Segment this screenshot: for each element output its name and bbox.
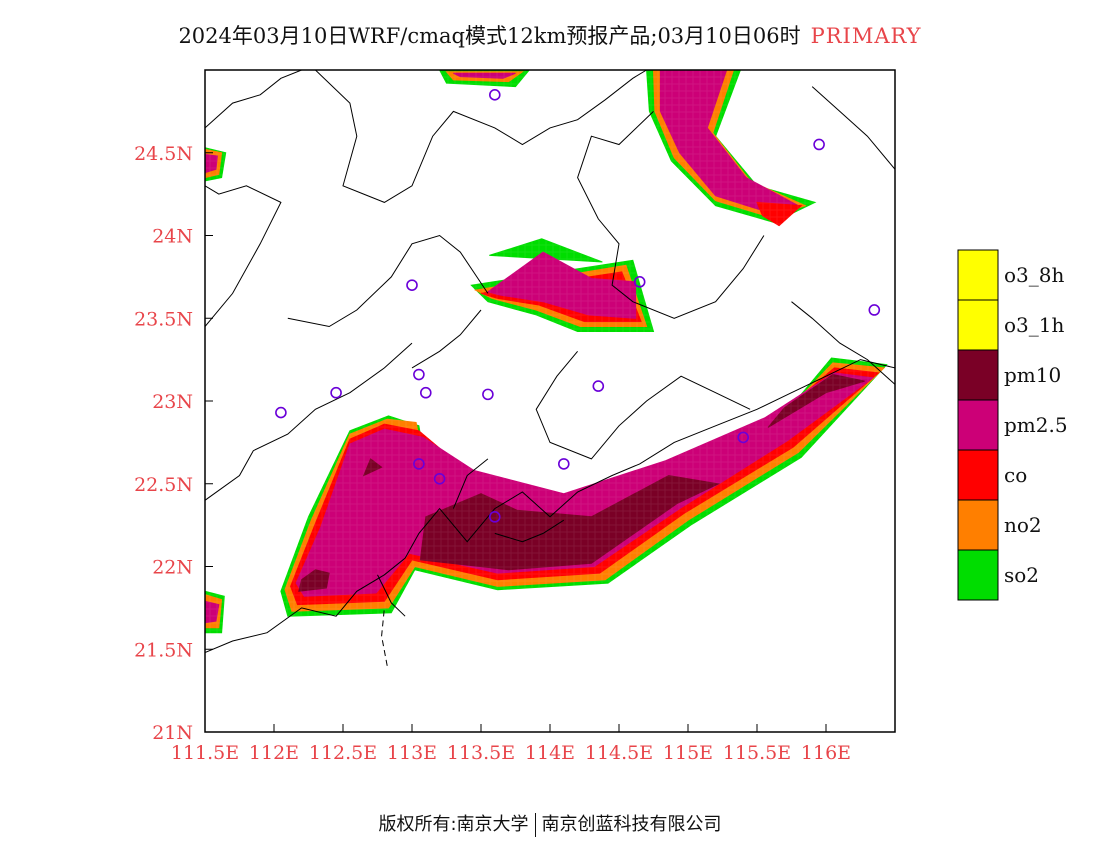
boundary-line bbox=[205, 359, 895, 654]
grid-texture bbox=[205, 70, 895, 732]
legend-label-pm10: pm10 bbox=[1004, 363, 1061, 387]
footer-company: 南京创蓝科技有限公司 bbox=[541, 814, 722, 835]
legend-swatch-pm25 bbox=[957, 399, 999, 451]
station-marker bbox=[488, 89, 501, 101]
y-tick-label: 22N bbox=[152, 557, 193, 579]
y-tick-label: 24.5N bbox=[134, 143, 193, 165]
y-tick-label: 23N bbox=[152, 391, 193, 413]
station-marker bbox=[592, 380, 605, 392]
station-marker bbox=[482, 388, 494, 401]
boundary-line bbox=[494, 519, 565, 543]
station-marker bbox=[419, 386, 432, 399]
boundary-line bbox=[811, 86, 895, 170]
legend-label-no2: no2 bbox=[1004, 513, 1042, 537]
boundary-line bbox=[535, 350, 751, 460]
x-tick-label: 111.5E bbox=[171, 742, 239, 764]
y-tick-label: 23.5N bbox=[134, 308, 193, 330]
legend-swatch-pm10 bbox=[957, 349, 999, 401]
station-marker bbox=[557, 458, 570, 470]
legend-swatch-so2 bbox=[957, 549, 999, 601]
legend-label-pm25: pm2.5 bbox=[1004, 413, 1068, 437]
monitoring-stations bbox=[275, 89, 881, 523]
boundary-line bbox=[377, 574, 406, 617]
legend-swatch-o3_1h bbox=[957, 299, 999, 351]
station-marker bbox=[413, 368, 425, 381]
copyright-footer: 版权所有:南京大学 南京创蓝科技有限公司 bbox=[0, 810, 1100, 837]
legend-swatch-o3_8h bbox=[957, 249, 999, 301]
coastline-and-borders bbox=[205, 70, 895, 666]
boundary-line bbox=[205, 70, 302, 129]
map-axes: 111.5E 112E 112.5E 113E 113.5E 114E 114.5E 115E… bbox=[134, 143, 851, 764]
legend-swatch-no2 bbox=[957, 499, 999, 551]
x-tick-label: 116E bbox=[801, 742, 851, 764]
station-marker bbox=[633, 276, 646, 288]
legend-label-o3_1h: o3_1h bbox=[1004, 313, 1064, 337]
y-tick-label: 24N bbox=[152, 226, 193, 248]
chart-title: 2024年03月10日WRF/cmaq模式12km预报产品;03月10日06时 P… bbox=[0, 20, 1100, 50]
station-marker bbox=[868, 304, 881, 316]
boundary-line bbox=[287, 234, 489, 328]
y-tick-label: 21N bbox=[152, 722, 193, 744]
legend: o3_8h o3_1h pm10 pm2.5 co no2 so2 bbox=[957, 249, 1068, 601]
boundary-line bbox=[577, 111, 765, 319]
station-marker bbox=[813, 138, 825, 151]
x-tick-label: 113E bbox=[387, 742, 437, 764]
boundary-line bbox=[791, 301, 895, 385]
legend-label-o3_8h: o3_8h bbox=[1004, 263, 1064, 287]
station-marker bbox=[330, 386, 342, 399]
boundary-line bbox=[315, 70, 647, 203]
station-marker bbox=[275, 406, 287, 419]
legend-label-so2: so2 bbox=[1004, 563, 1039, 587]
station-marker bbox=[488, 511, 501, 523]
station-marker bbox=[406, 279, 418, 291]
x-tick-label: 115.5E bbox=[723, 742, 791, 764]
station-marker bbox=[413, 458, 425, 470]
y-tick-label: 22.5N bbox=[134, 474, 193, 496]
boundary-line bbox=[411, 309, 482, 369]
x-tick-label: 114.5E bbox=[585, 742, 653, 764]
station-marker bbox=[737, 431, 750, 444]
title-main: 2024年03月10日WRF/cmaq模式12km预报产品;03月10日06时 bbox=[178, 24, 801, 48]
x-tick-label: 115E bbox=[663, 742, 713, 764]
footer-copyright: 版权所有:南京大学 bbox=[378, 814, 529, 835]
x-tick-label: 113.5E bbox=[447, 742, 515, 764]
legend-swatch-co bbox=[957, 449, 999, 501]
title-tag: PRIMARY bbox=[810, 24, 922, 48]
station-marker bbox=[433, 472, 446, 485]
maritime-boundary-line bbox=[381, 607, 388, 666]
x-tick-label: 114E bbox=[525, 742, 575, 764]
boundary-line bbox=[205, 185, 282, 327]
boundary-line bbox=[452, 458, 489, 509]
pollutant-fields bbox=[205, 70, 895, 732]
footer-separator bbox=[534, 813, 536, 837]
x-tick-label: 112E bbox=[249, 742, 299, 764]
y-tick-label: 21.5N bbox=[134, 639, 193, 661]
legend-label-co: co bbox=[1004, 463, 1027, 487]
x-tick-label: 112.5E bbox=[309, 742, 377, 764]
boundary-line bbox=[205, 342, 413, 501]
